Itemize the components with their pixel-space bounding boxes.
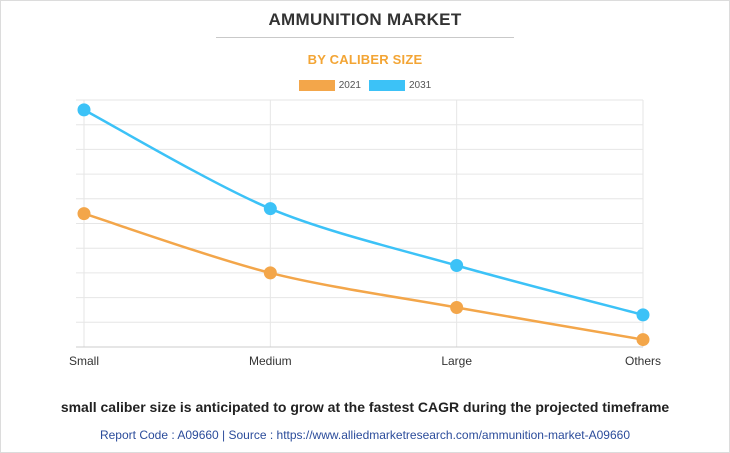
data-point-2021-others (636, 333, 650, 347)
data-point-2031-others (636, 308, 650, 322)
legend-label-2031: 2031 (409, 80, 432, 91)
x-tick-label-medium: Medium (249, 354, 292, 368)
chart-title: AMMUNITION MARKET (268, 10, 462, 29)
legend-item-2031[interactable]: 2031 (369, 80, 431, 91)
data-point-2021-small (77, 207, 91, 221)
legend-swatch-2031 (369, 80, 405, 91)
data-point-2031-medium (263, 202, 277, 216)
series-line-2031 (83, 108, 644, 317)
footer-headline: small caliber size is anticipated to gro… (60, 399, 670, 415)
footer-report-code[interactable]: Report Code : A09660 | Source : https://… (99, 428, 631, 442)
legend-label-2021: 2021 (338, 80, 361, 91)
data-point-2031-small (77, 103, 91, 117)
x-tick-label-small: Small (69, 354, 99, 368)
series-line-2021 (83, 212, 644, 341)
data-point-2021-large (450, 300, 464, 314)
chart-subtitle: BY CALIBER SIZE (307, 52, 423, 67)
legend: 2021 2031 (0, 80, 730, 91)
title-divider (216, 37, 514, 38)
legend-item-2021[interactable]: 2021 (298, 80, 361, 91)
data-point-2031-large (450, 258, 464, 272)
data-point-2021-medium (263, 266, 277, 280)
x-tick-label-others: Others (625, 354, 661, 368)
legend-swatch-2021 (298, 80, 335, 91)
x-tick-label-large: Large (441, 354, 472, 368)
